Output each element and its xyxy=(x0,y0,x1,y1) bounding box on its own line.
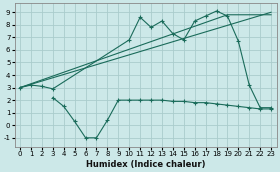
X-axis label: Humidex (Indice chaleur): Humidex (Indice chaleur) xyxy=(86,159,205,169)
